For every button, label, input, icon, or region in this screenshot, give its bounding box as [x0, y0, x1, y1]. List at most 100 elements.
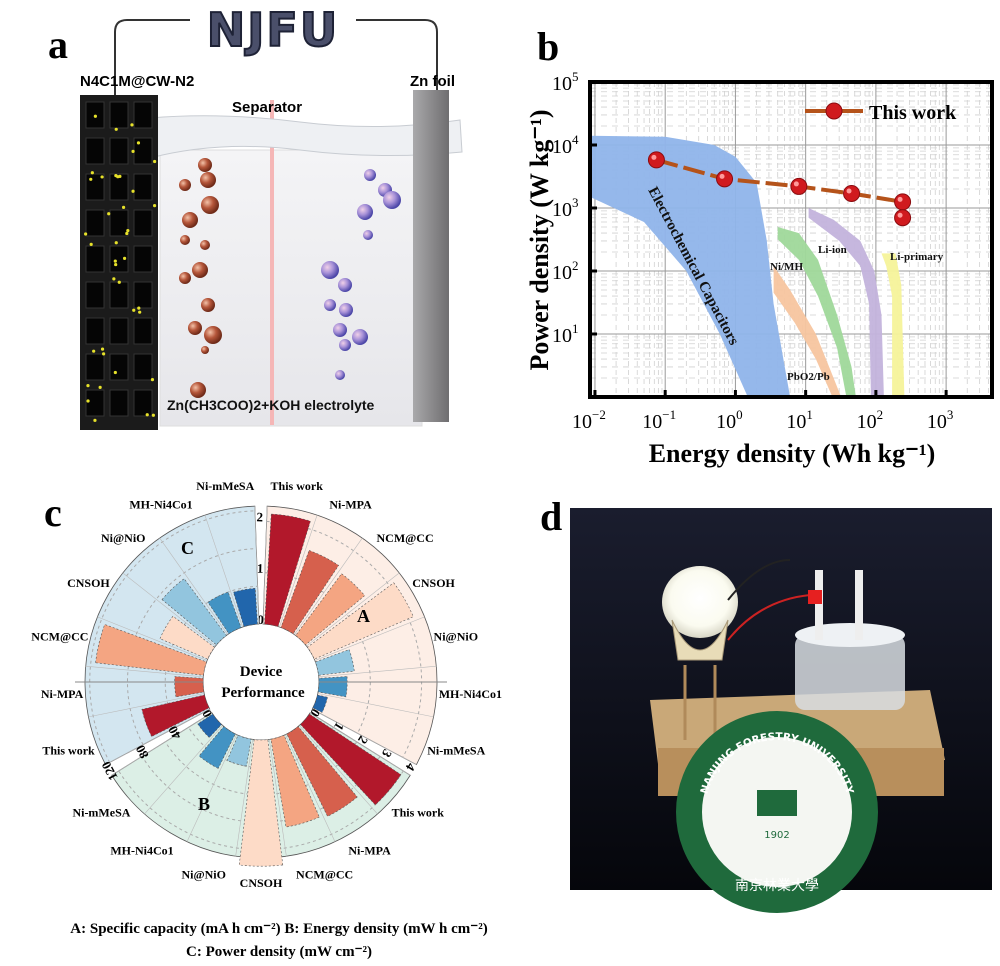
electrode-pore	[109, 137, 129, 165]
category-label: Ni-MPA	[41, 687, 84, 701]
electrode-pore	[85, 353, 105, 381]
zn-foil-anode	[413, 90, 449, 422]
x-tick-exponent: 1	[806, 407, 813, 422]
anode-label: Zn foil	[410, 73, 455, 90]
legend-line-2: C: Power density (mW cm⁻²)	[186, 944, 372, 960]
angular-grid-line	[111, 712, 212, 776]
radial-tick-label: 2	[256, 509, 263, 524]
category-label: CNSOH	[240, 876, 283, 890]
data-point-this-work	[647, 151, 665, 169]
light-bulb	[662, 566, 738, 740]
center-hole	[205, 626, 317, 738]
angular-grid-line	[299, 725, 378, 815]
y-tick-label: 105	[552, 69, 579, 95]
zn-ion-sphere	[198, 158, 212, 172]
catalyst-dot	[151, 413, 155, 417]
electrode-pore	[133, 317, 153, 345]
catalyst-dot	[114, 241, 118, 245]
device-photo: NANJING FORESTRY UNIVERSITY 1902 南京林業大學	[570, 508, 992, 913]
angular-grid-line	[88, 693, 205, 718]
region-ni-mh	[777, 227, 856, 397]
angular-grid-line	[159, 537, 228, 635]
catalyst-dot	[136, 141, 141, 145]
angular-grid-line	[279, 515, 318, 628]
catalyst-dot	[92, 349, 96, 353]
x-tick-exponent: 3	[947, 407, 954, 422]
separator-label: Separator	[232, 99, 302, 116]
category-label: This work	[271, 479, 324, 493]
electrode-pore	[133, 173, 153, 201]
category-label: CNSOH	[412, 576, 455, 590]
x-tick-exponent: 0	[736, 407, 743, 422]
zn-ion-sphere	[201, 196, 219, 214]
oh-ion-sphere	[335, 370, 345, 380]
region-label: Ni/MH	[770, 261, 803, 273]
electrode-pore	[109, 353, 129, 381]
bar-A-cnsoh	[307, 582, 414, 660]
data-point-this-work	[790, 177, 808, 195]
electrode-pore	[85, 137, 105, 165]
region-electrochemical-capacitors	[590, 135, 791, 398]
region-li-ion	[808, 208, 884, 397]
zn-ion-sphere	[179, 179, 191, 191]
catalyst-dot	[107, 212, 111, 216]
battery-cell	[795, 570, 905, 710]
bar-B-this-work	[300, 713, 402, 806]
angular-grid-line	[122, 572, 216, 647]
cathode-label: N4C1M@CW-N2	[80, 73, 194, 90]
angular-grid-line	[306, 572, 400, 647]
category-label: NCM@CC	[296, 868, 353, 882]
category-label: CNSOH	[67, 576, 110, 590]
catalyst-dot	[89, 177, 93, 181]
angular-grid-line	[262, 506, 268, 625]
black-wire	[727, 559, 791, 601]
electrode-pore	[85, 317, 105, 345]
angular-grid-line	[285, 734, 336, 842]
data-point-highlight	[897, 196, 903, 202]
bar-C-ni-mmesa	[233, 587, 258, 627]
bar-C-cnsoh	[159, 615, 215, 660]
catalyst-dot	[137, 306, 141, 310]
bar-B-cnsoh	[238, 739, 284, 867]
catalyst-dot	[93, 418, 97, 422]
electrolyte-label: Zn(CH3COO)2+KOH electrolyte	[167, 397, 375, 413]
angular-grid-line	[144, 725, 223, 815]
catalyst-dot	[102, 352, 106, 356]
oh-ion-sphere	[324, 299, 336, 311]
radial-grid-arc	[89, 510, 256, 763]
category-label: MH-Ni4Co1	[110, 843, 173, 857]
category-label: This work	[392, 805, 445, 819]
catalyst-dot	[100, 175, 104, 179]
angular-grid-line	[235, 739, 253, 857]
y-tick-label: 104	[552, 132, 579, 158]
panel-d: d NANJING	[540, 494, 992, 913]
category-label: Ni@NiO	[434, 630, 479, 644]
angular-grid-line	[317, 693, 434, 718]
electrode-pore	[133, 245, 153, 273]
electrode-pore	[109, 389, 129, 417]
data-point-highlight	[793, 181, 799, 187]
data-point-highlight	[719, 173, 725, 179]
bar-C-this-work	[141, 694, 210, 737]
category-label: Ni-mMeSA	[72, 805, 130, 819]
oh-ion-sphere	[333, 323, 347, 337]
angular-grid-line	[314, 616, 425, 661]
y-axis-label: Power density (W kg⁻¹)	[525, 109, 554, 370]
x-tick-label: 10−2	[572, 407, 606, 433]
oh-ion-sphere	[352, 329, 368, 345]
electrode-pore	[109, 281, 129, 309]
x-tick-exponent: 2	[877, 407, 884, 422]
y-tick-label: 103	[552, 195, 579, 221]
region-label: PbO2/Pb	[787, 371, 830, 383]
data-point-highlight	[846, 188, 852, 194]
data-point-this-work	[894, 193, 912, 211]
separator-membrane	[270, 100, 274, 425]
catalyst-dot	[126, 228, 130, 233]
legend-marker	[825, 102, 843, 120]
category-label: Ni@NiO	[181, 868, 226, 882]
catalyst-dot	[114, 127, 118, 131]
x-tick-label: 102	[857, 407, 884, 433]
region-label: Li-primary	[890, 251, 944, 263]
angular-grid-line	[204, 515, 243, 628]
